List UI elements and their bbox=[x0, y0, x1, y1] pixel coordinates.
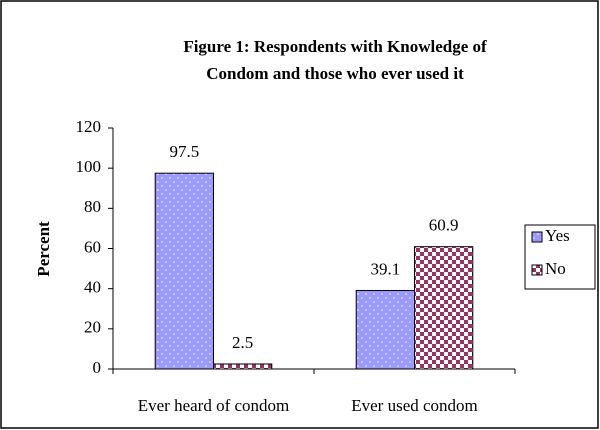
y-tick-label: 20 bbox=[84, 318, 101, 337]
y-tick-label: 0 bbox=[93, 358, 102, 377]
legend-label: Yes bbox=[545, 226, 570, 245]
value-label: 39.1 bbox=[370, 259, 400, 278]
x-tick-label: Ever used condom bbox=[351, 396, 478, 415]
bar bbox=[355, 289, 415, 370]
y-tick-label: 80 bbox=[84, 197, 101, 216]
chart-title: Condom and those who ever used it bbox=[206, 64, 464, 83]
value-label: 97.5 bbox=[169, 142, 199, 161]
bar bbox=[414, 246, 474, 370]
y-tick-label: 120 bbox=[76, 117, 102, 136]
legend-swatch bbox=[531, 264, 543, 276]
y-tick-label: 40 bbox=[84, 278, 101, 297]
y-tick-label: 60 bbox=[84, 237, 101, 256]
value-label: 2.5 bbox=[232, 333, 253, 352]
chart-title: Figure 1: Respondents with Knowledge of bbox=[183, 37, 487, 56]
value-label: 60.9 bbox=[429, 216, 459, 235]
legend-label: No bbox=[545, 259, 566, 278]
bar bbox=[213, 363, 273, 370]
y-tick-label: 100 bbox=[76, 157, 102, 176]
legend-swatch bbox=[531, 231, 543, 243]
bar bbox=[154, 172, 215, 370]
y-axis-label: Percent bbox=[34, 221, 53, 277]
x-tick-label: Ever heard of condom bbox=[138, 396, 290, 415]
